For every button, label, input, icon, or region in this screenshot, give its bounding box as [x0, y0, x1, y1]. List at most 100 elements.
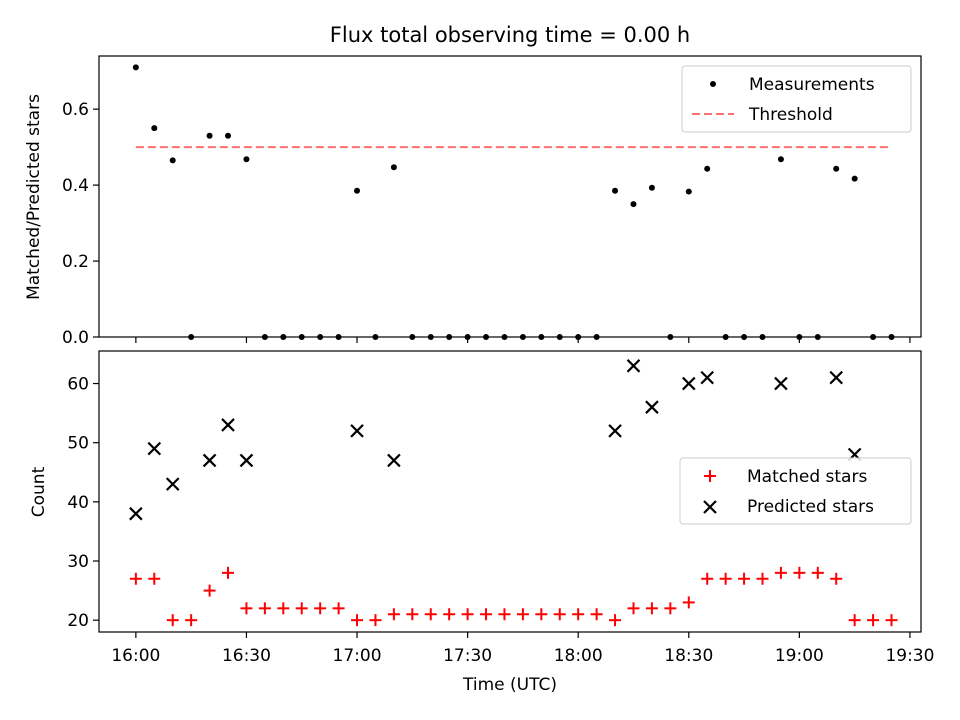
legend-label-threshold: Threshold	[748, 105, 833, 125]
predicted-star-point	[681, 376, 696, 391]
x-tick-label: 19:00	[775, 646, 824, 666]
predicted-star-point	[221, 418, 235, 432]
predicted-star-point	[350, 424, 364, 438]
predicted-star-point	[774, 376, 788, 391]
matched-star-point	[277, 602, 290, 615]
bottom-panel: 20 30 40 50 60 16:00 16:30 17:00 17:30 18:00 18:3…	[29, 350, 934, 695]
measurement-point	[354, 187, 361, 194]
matched-star-point	[719, 572, 732, 585]
predicted-star-point	[202, 453, 217, 468]
matched-star-point	[461, 608, 474, 621]
matched-star-point	[756, 572, 769, 585]
x-tick-label: 16:30	[222, 646, 271, 666]
measurement-point	[851, 175, 858, 182]
chart-title: Flux total observing time = 0.00 h	[330, 23, 690, 47]
bottom-x-ticks: 16:00 16:30 17:00 17:30 18:00 18:30 19:00 19:30	[111, 632, 934, 666]
bottom-y-tick-label: 60	[67, 375, 89, 395]
measurement-point	[243, 156, 250, 163]
matched-star-point	[369, 614, 382, 627]
bottom-y-tick-label: 20	[67, 611, 89, 631]
measurement-point	[225, 132, 232, 139]
matched-star-point	[424, 608, 437, 621]
matched-star-point	[166, 614, 179, 627]
legend-label-predicted-stars: Predicted stars	[747, 497, 874, 517]
bottom-legend-box	[679, 457, 912, 525]
bottom-y-ticks: 20 30 40 50 60	[67, 375, 99, 631]
top-y-tick-label: 0.6	[62, 100, 89, 120]
matched-star-point	[295, 602, 308, 615]
predicted-star-point	[626, 359, 641, 373]
top-panel: 0.0 0.2 0.4 0.6 Matched/Predicted stars Mea…	[24, 55, 922, 348]
legend-marker-matched-stars	[704, 470, 716, 482]
matched-star-point	[811, 566, 824, 579]
top-y-tick-label: 0.2	[62, 252, 89, 272]
matched-star-point	[443, 608, 456, 621]
matched-star-point	[387, 608, 400, 621]
measurement-point	[685, 188, 692, 195]
x-axis-label: Time (UTC)	[462, 675, 557, 695]
matched-star-point	[535, 608, 548, 621]
measurement-point	[704, 165, 711, 172]
predicted-star-point	[239, 453, 254, 468]
matched-star-point	[185, 614, 198, 627]
x-tick-label: 16:00	[111, 646, 160, 666]
matched-star-point	[129, 572, 142, 585]
matched-star-point	[258, 602, 271, 615]
bottom-legend: Matched stars Predicted stars	[679, 457, 912, 525]
x-tick-label: 17:30	[443, 646, 492, 666]
matched-star-point	[516, 608, 529, 621]
top-legend: Measurements Threshold	[681, 65, 912, 133]
top-y-tick-label: 0.4	[62, 176, 89, 196]
matched-star-point	[701, 572, 714, 585]
predicted-star-point	[147, 441, 162, 456]
matched-star-point	[830, 572, 843, 585]
x-tick-label: 18:30	[664, 646, 713, 666]
measurement-point	[833, 165, 840, 172]
measurement-point	[612, 187, 619, 194]
bottom-y-tick-label: 40	[67, 493, 89, 513]
legend-marker-predicted-stars	[703, 500, 717, 514]
measurement-point	[648, 184, 655, 191]
measurement-point	[630, 201, 637, 208]
predicted-star-point	[387, 453, 401, 468]
matched-star-point	[848, 614, 861, 627]
matched-star-point	[867, 614, 880, 627]
matched-star-point	[793, 566, 806, 579]
x-tick-label: 19:30	[885, 646, 934, 666]
matched-star-point	[222, 566, 235, 579]
matched-star-point	[553, 608, 566, 621]
matched-star-point	[332, 602, 345, 615]
matched-star-point	[148, 572, 161, 585]
matched-star-point	[627, 602, 640, 615]
top-axes-frame	[98, 55, 922, 338]
matched-star-point	[240, 602, 253, 615]
top-y-tick-label: 0.0	[62, 328, 89, 348]
matched-star-point	[774, 566, 787, 579]
x-tick-label: 17:00	[333, 646, 382, 666]
predicted-star-point	[165, 477, 180, 491]
matched-star-point	[738, 572, 751, 585]
matched-star-point	[645, 602, 658, 615]
matched-star-point	[609, 614, 622, 627]
matched-star-point	[203, 584, 216, 597]
legend-label-measurements: Measurements	[749, 75, 875, 95]
top-y-axis-label: Matched/Predicted stars	[24, 94, 44, 300]
measurement-point	[169, 157, 176, 164]
top-y-ticks: 0.0 0.2 0.4 0.6	[62, 100, 911, 348]
matched-star-point	[480, 608, 493, 621]
legend-label-matched-stars: Matched stars	[747, 467, 867, 487]
bottom-plot-area	[129, 359, 898, 627]
matched-star-point	[351, 614, 364, 627]
matched-star-point	[664, 602, 677, 615]
predicted-star-point	[829, 370, 843, 385]
matched-star-point	[590, 608, 603, 621]
predicted-star-point	[700, 370, 714, 385]
measurement-point	[777, 156, 784, 163]
measurement-point	[151, 125, 158, 132]
matched-star-point	[885, 614, 898, 627]
bottom-y-tick-label: 50	[67, 434, 89, 454]
top-legend-box	[681, 65, 912, 133]
top-plot-area	[132, 64, 895, 340]
predicted-star-point	[608, 424, 622, 438]
matched-star-point	[682, 596, 695, 609]
